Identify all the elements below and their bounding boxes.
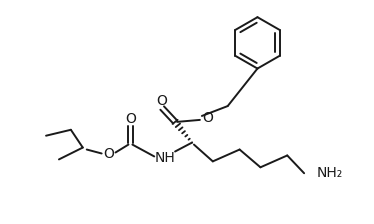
Text: O: O	[156, 94, 167, 108]
Text: O: O	[125, 112, 136, 126]
Text: NH₂: NH₂	[317, 166, 343, 180]
Text: NH: NH	[155, 151, 175, 165]
Text: O: O	[103, 147, 114, 162]
Text: O: O	[202, 111, 213, 125]
